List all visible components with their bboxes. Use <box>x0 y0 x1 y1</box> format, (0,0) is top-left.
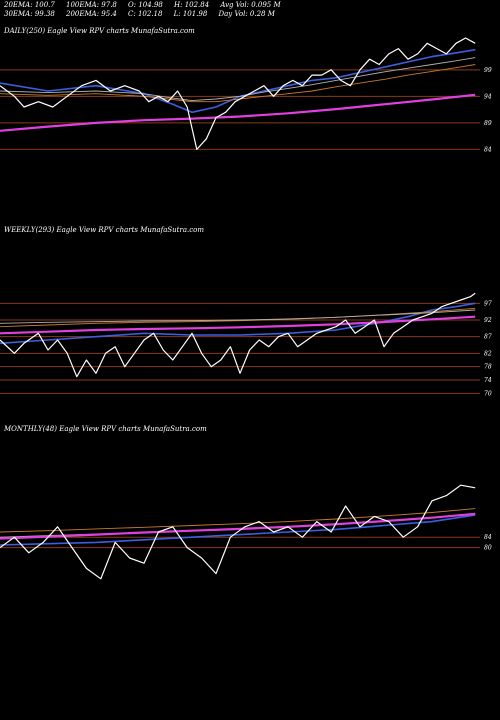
low-label: L: 101.98 <box>173 10 208 18</box>
weekly-panel-title: WEEKLY(293) Eagle View RPV charts Munafa… <box>4 226 205 234</box>
ema-line-2-2 <box>0 513 476 538</box>
panel-1: 97 92 87 82 78 74 70 <box>0 292 492 397</box>
ema-line-1-3 <box>0 315 476 335</box>
y-tick-label-0-3: 84 <box>484 146 492 153</box>
y-tick-label-0-2: 89 <box>484 120 492 127</box>
close-label: C: 102.18 <box>128 10 163 18</box>
y-tick-label-1-3: 82 <box>484 350 492 357</box>
y-tick-label-2-1: 80 <box>484 545 492 552</box>
ema-line-1-2 <box>0 309 476 324</box>
header-row-1: 20EMA: 100.7 100EMA: 97.8 O: 104.98 H: 1… <box>4 1 281 10</box>
ema-line-2-3 <box>0 512 476 540</box>
day-vol-label: Day Vol: 0.28 M <box>218 10 275 18</box>
price-line-0-4 <box>0 37 476 150</box>
ema20-label: 20EMA: 100.7 <box>4 1 55 9</box>
y-tick-label-1-6: 70 <box>484 390 492 397</box>
ema-line-0-3 <box>0 93 476 132</box>
price-line-1-4 <box>0 292 476 378</box>
monthly-panel-title: MONTHLY(48) Eagle View RPV charts Munafa… <box>4 425 207 433</box>
open-label: O: 104.98 <box>128 1 163 9</box>
ema-line-0-1 <box>0 64 476 103</box>
header-row-2: 30EMA: 99.38 200EMA: 95.4 C: 102.18 L: 1… <box>4 10 275 19</box>
y-tick-label-0-0: 99 <box>484 67 492 74</box>
price-line-2-4 <box>0 484 476 580</box>
y-tick-label-1-1: 92 <box>484 317 492 324</box>
y-tick-label-1-2: 87 <box>484 334 492 341</box>
ema30-label: 30EMA: 99.38 <box>4 10 55 18</box>
avg-vol-label: Avg Vol: 0.095 M <box>220 1 281 9</box>
panel-0: 99 94 89 84 <box>0 37 492 153</box>
ema-line-1-0 <box>0 302 476 345</box>
y-tick-label-0-1: 94 <box>484 93 492 100</box>
ema-line-2-1 <box>0 508 476 533</box>
ema-line-1-1 <box>0 307 476 328</box>
y-tick-label-1-5: 74 <box>484 377 492 384</box>
y-tick-label-1-0: 97 <box>484 300 492 307</box>
y-tick-label-2-0: 84 <box>484 534 492 541</box>
ema100-label: 100EMA: 97.8 <box>66 1 117 9</box>
daily-panel-title: DAILY(250) Eagle View RPV charts MunafaS… <box>4 27 195 35</box>
ema200-label: 200EMA: 95.4 <box>66 10 117 18</box>
panel-2: 84 80 <box>0 484 492 580</box>
ema-line-2-0 <box>0 514 476 546</box>
high-label: H: 102.84 <box>174 1 210 9</box>
y-tick-label-1-4: 78 <box>484 364 492 371</box>
ema-line-0-2 <box>0 57 476 102</box>
